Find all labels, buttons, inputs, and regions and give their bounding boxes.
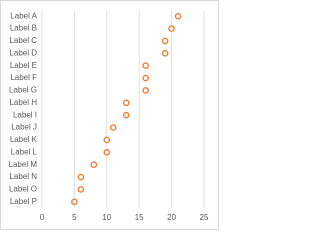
- dot: [142, 62, 149, 69]
- dot: [109, 124, 117, 131]
- y-tick-label: Label A: [10, 11, 37, 20]
- y-tick-label: Label O: [9, 185, 37, 194]
- x-tick-label: 15: [135, 213, 144, 222]
- dot: [142, 87, 149, 94]
- y-tick-label: Label N: [9, 172, 37, 181]
- dot: [161, 37, 169, 45]
- dot: [77, 186, 85, 193]
- dot: [122, 111, 130, 119]
- dot: [103, 149, 111, 156]
- dot: [71, 198, 78, 206]
- x-tick-label: 5: [72, 213, 77, 222]
- chart-frame: [0, 0, 219, 230]
- dot: [174, 12, 182, 20]
- dot: [103, 136, 111, 144]
- y-tick-label: Label L: [11, 147, 38, 156]
- y-tick-label: Label F: [10, 73, 37, 82]
- x-tick-label: 10: [102, 213, 111, 222]
- y-tick-label: Label D: [9, 48, 37, 57]
- y-tick-label: Label J: [11, 123, 37, 132]
- dot: [142, 74, 149, 82]
- dot: [161, 50, 169, 57]
- y-tick-label: Label C: [9, 36, 37, 45]
- dot: [168, 25, 175, 32]
- y-tick-label: Label M: [9, 160, 38, 169]
- y-tick-label: Label K: [10, 135, 38, 144]
- dot: [90, 161, 98, 168]
- y-tick-label: Label B: [10, 24, 37, 33]
- y-tick-label: Label I: [13, 110, 37, 119]
- x-tick-label: 20: [167, 213, 176, 222]
- y-tick-label: Label E: [10, 61, 37, 70]
- dot: [122, 99, 130, 107]
- y-tick-label: Label P: [10, 197, 37, 206]
- x-tick-label: 25: [200, 213, 209, 222]
- dot: [77, 173, 85, 181]
- chart: 0 5 10 15 20 25 Label A Label B Label C Label D La…: [0, 0, 219, 230]
- y-tick-label: Label G: [9, 86, 37, 95]
- x-tick-label: 0: [40, 213, 45, 222]
- y-tick-label: Label H: [9, 98, 37, 107]
